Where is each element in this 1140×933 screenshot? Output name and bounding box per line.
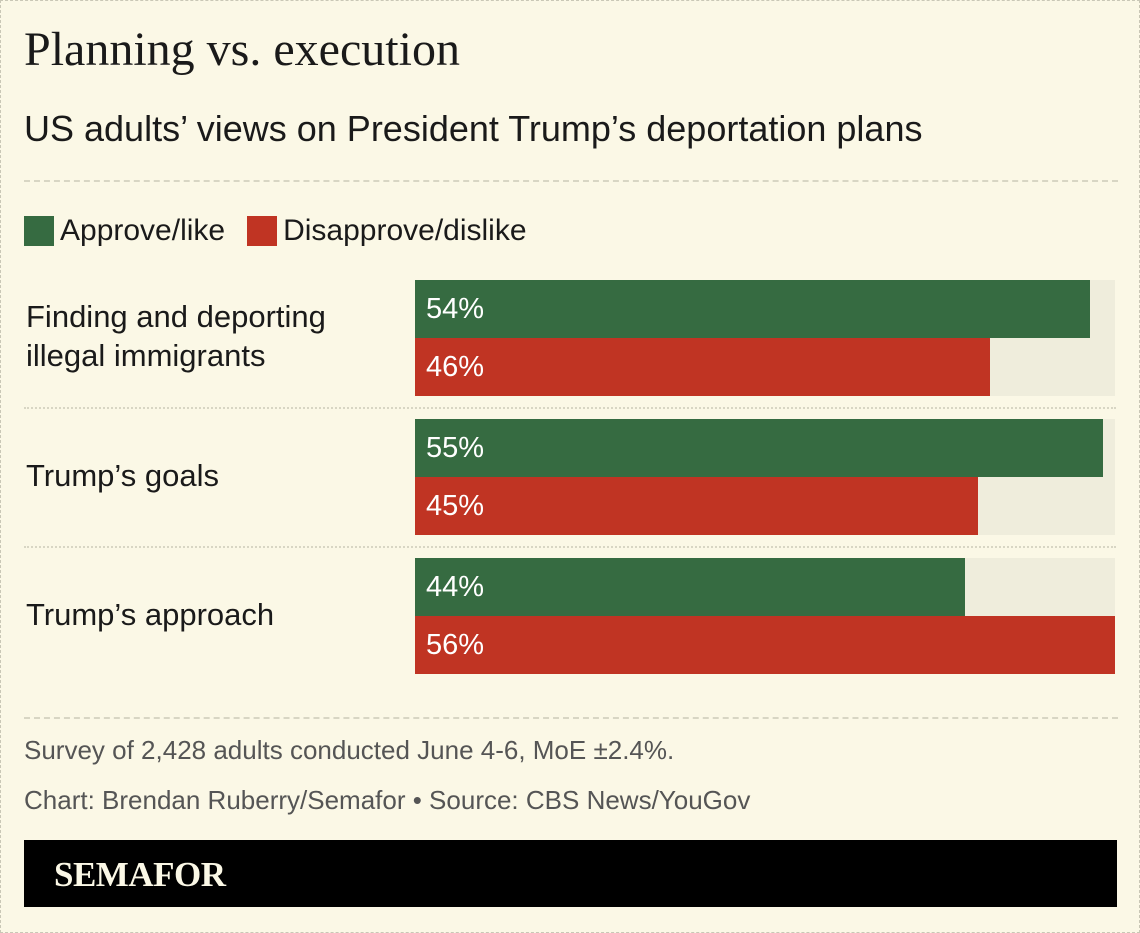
brand-footer: SEMAFOR <box>24 840 1117 907</box>
category-label-trumps-goals: Trump’s goals <box>26 457 219 493</box>
row-separator <box>24 546 1116 548</box>
category-label-trumps-approach: Trump’s approach <box>26 596 275 632</box>
header-divider <box>24 180 1118 182</box>
legend-item-disapprove: Disapprove/dislike <box>247 214 527 248</box>
bar-disapprove-trumps-goals <box>415 477 978 535</box>
legend-swatch-approve <box>24 216 54 246</box>
chart-title: Planning vs. execution <box>24 23 460 76</box>
row-separator <box>24 407 1116 409</box>
data-label-disapprove-trumps-approach: 56% <box>426 629 485 661</box>
bar-approve-trumps-goals <box>415 419 1103 477</box>
category-label-finding-deporting: Finding and deporting illegal immigrants <box>26 299 326 373</box>
bar-approve-trumps-approach <box>415 558 965 616</box>
footer-divider <box>24 717 1118 719</box>
bar-approve-finding-deporting <box>415 280 1090 338</box>
data-label-approve-trumps-approach: 44% <box>426 571 485 603</box>
legend: Approve/like Disapprove/dislike <box>24 214 549 248</box>
chart-subtitle: US adults’ views on President Trump’s de… <box>24 108 923 149</box>
source-credit: Chart: Brendan Ruberry/Semafor • Source:… <box>24 785 751 815</box>
data-label-disapprove-trumps-goals: 45% <box>426 490 485 522</box>
data-label-approve-trumps-goals: 55% <box>426 432 485 464</box>
legend-label-approve: Approve/like <box>60 214 226 247</box>
survey-note: Survey of 2,428 adults conducted June 4-… <box>24 735 675 765</box>
semafor-logo: SEMAFOR <box>54 855 226 894</box>
data-label-approve-finding-deporting: 54% <box>426 293 485 325</box>
bar-disapprove-trumps-approach <box>415 616 1115 674</box>
data-label-disapprove-finding-deporting: 46% <box>426 351 485 383</box>
legend-label-disapprove: Disapprove/dislike <box>283 214 527 247</box>
bar-disapprove-finding-deporting <box>415 338 990 396</box>
legend-item-approve: Approve/like <box>24 214 225 248</box>
legend-swatch-disapprove <box>247 216 278 246</box>
